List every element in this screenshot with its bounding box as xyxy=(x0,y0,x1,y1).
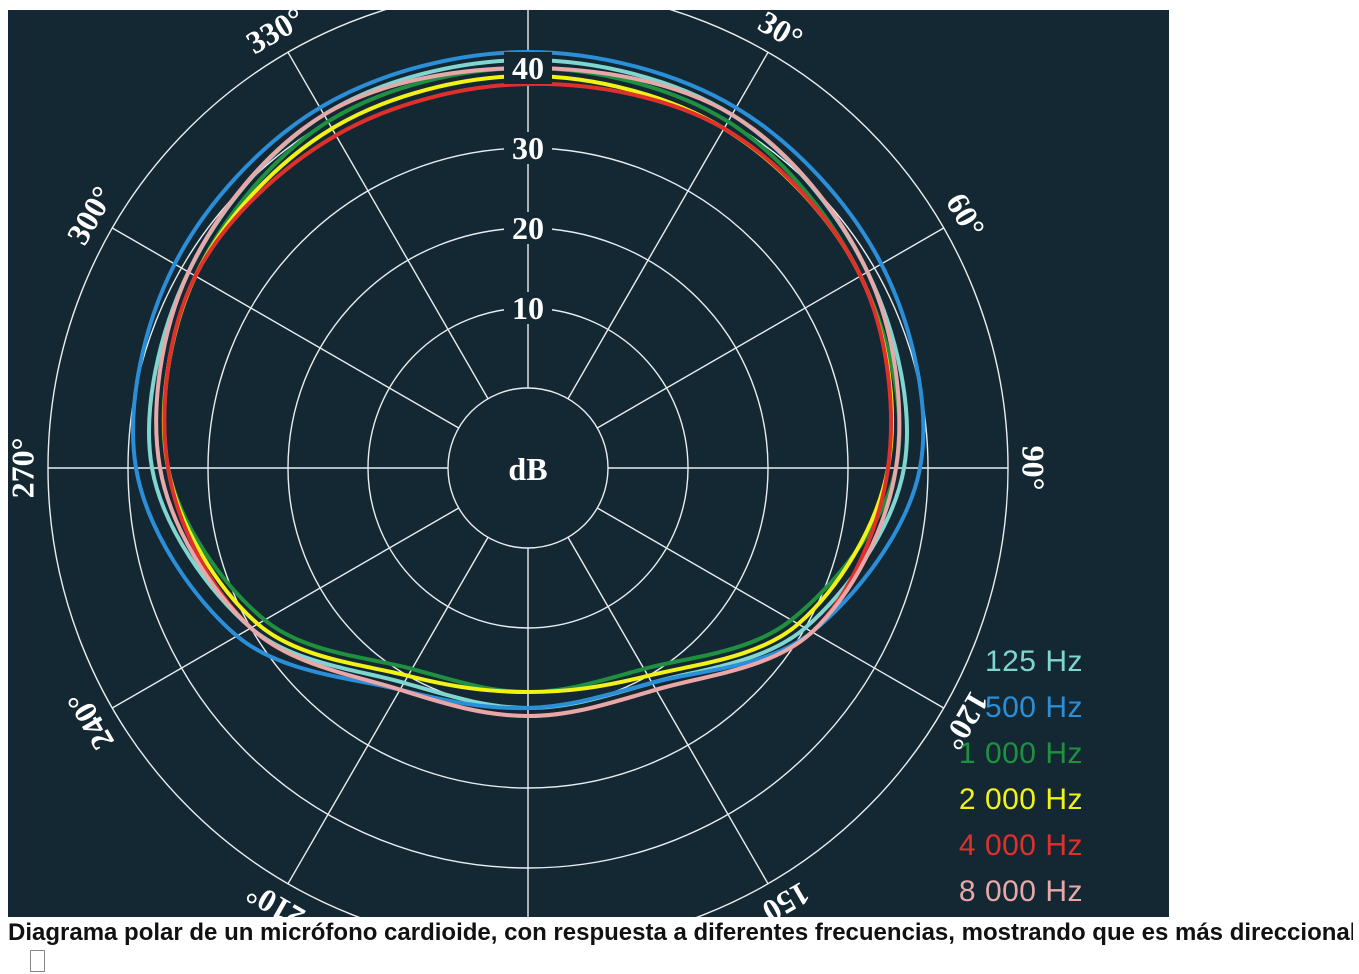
grid-spoke xyxy=(111,507,460,709)
legend: 125 Hz 500 Hz 1 000 Hz 2 000 Hz 4 000 Hz 8 00… xyxy=(959,640,1083,913)
missing-glyph-icon xyxy=(30,950,45,972)
legend-entry: 1 000 Hz xyxy=(958,737,1083,770)
radial-tick-bg xyxy=(504,132,552,164)
angle-label: 150° xyxy=(745,875,816,917)
angle-label: 240° xyxy=(59,686,121,757)
radial-tick-label: 20 xyxy=(512,210,544,246)
grid-spoke xyxy=(287,51,489,400)
angle-label: 300° xyxy=(59,180,121,251)
grid-spoke xyxy=(596,227,945,429)
grid-spoke xyxy=(567,51,769,400)
angle-label: 210° xyxy=(240,875,311,917)
legend-entry: 125 Hz xyxy=(984,645,1083,678)
polar-grid xyxy=(47,10,1009,917)
series-line-500hz xyxy=(131,50,926,711)
angle-label: 30° xyxy=(752,10,809,57)
grid-spoke xyxy=(567,536,769,885)
polar-chart: dB102030400°30°60°90°120°150°180°210°240… xyxy=(8,10,1052,917)
angle-label: 90° xyxy=(1016,446,1052,491)
radial-tick-bg xyxy=(504,52,552,84)
angle-label: 330° xyxy=(240,10,311,61)
grid-spoke xyxy=(287,536,489,885)
radial-tick-bg xyxy=(504,292,552,324)
radial-tick-label: 10 xyxy=(512,290,544,326)
series-layer xyxy=(131,50,926,719)
legend-entry: 8 000 Hz xyxy=(958,875,1083,908)
caption-text: Diagrama polar de un micrófono cardioide… xyxy=(8,919,1353,946)
polar-chart-panel: dB102030400°30°60°90°120°150°180°210°240… xyxy=(8,10,1169,917)
angle-label: 270° xyxy=(8,438,40,499)
grid-spoke xyxy=(596,507,945,709)
radial-tick-label: 40 xyxy=(512,50,544,86)
series-line-8000hz xyxy=(154,66,902,719)
legend-entry: 2 000 Hz xyxy=(958,783,1083,816)
legend-entry: 500 Hz xyxy=(984,691,1083,724)
radial-tick-label: 30 xyxy=(512,130,544,166)
legend-entry: 4 000 Hz xyxy=(958,829,1083,862)
center-unit-label: dB xyxy=(508,451,547,487)
radial-tick-bg xyxy=(504,212,552,244)
grid-spoke xyxy=(111,227,460,429)
